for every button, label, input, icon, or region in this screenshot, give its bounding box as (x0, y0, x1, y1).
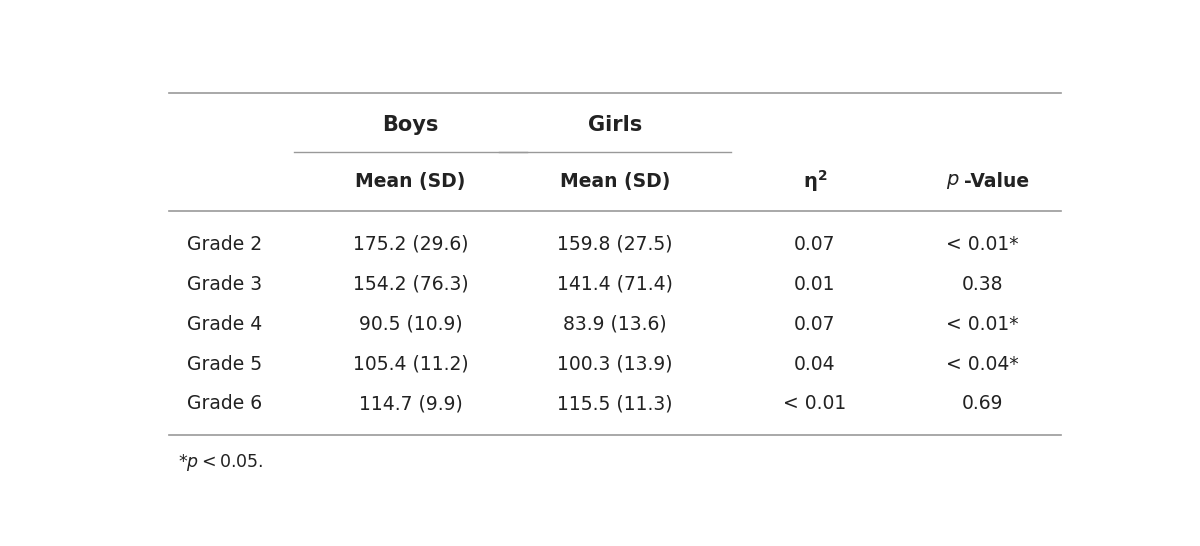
Text: 105.4 (11.2): 105.4 (11.2) (353, 354, 468, 373)
Text: $\it{*p < 0.05.}$: $\it{*p < 0.05.}$ (178, 452, 263, 473)
Text: 154.2 (76.3): 154.2 (76.3) (353, 275, 468, 294)
Text: 0.07: 0.07 (794, 235, 835, 254)
Text: 0.01: 0.01 (794, 275, 835, 294)
Text: 0.04: 0.04 (794, 354, 835, 373)
Text: -Value: -Value (964, 171, 1028, 191)
Text: 0.69: 0.69 (961, 394, 1003, 413)
Text: 0.38: 0.38 (961, 275, 1003, 294)
Text: Grade 6: Grade 6 (187, 394, 263, 413)
Text: $\mathbf{\eta}^{\mathbf{2}}$: $\mathbf{\eta}^{\mathbf{2}}$ (803, 168, 827, 194)
Text: 175.2 (29.6): 175.2 (29.6) (353, 235, 468, 254)
Text: 159.8 (27.5): 159.8 (27.5) (557, 235, 673, 254)
Text: 83.9 (13.6): 83.9 (13.6) (563, 314, 667, 334)
Text: < 0.01*: < 0.01* (946, 235, 1019, 254)
Text: Girls: Girls (588, 115, 642, 135)
Text: Grade 2: Grade 2 (187, 235, 263, 254)
Text: 114.7 (9.9): 114.7 (9.9) (359, 394, 462, 413)
Text: Mean (SD): Mean (SD) (355, 171, 466, 191)
Text: 100.3 (13.9): 100.3 (13.9) (557, 354, 673, 373)
Text: Grade 4: Grade 4 (187, 314, 263, 334)
Text: < 0.01*: < 0.01* (946, 314, 1019, 334)
Text: 90.5 (10.9): 90.5 (10.9) (359, 314, 462, 334)
Text: Boys: Boys (383, 115, 438, 135)
Text: Mean (SD): Mean (SD) (560, 171, 670, 191)
Text: Grade 3: Grade 3 (187, 275, 263, 294)
Text: 141.4 (71.4): 141.4 (71.4) (557, 275, 673, 294)
Text: < 0.04*: < 0.04* (946, 354, 1019, 373)
Text: $\it{p}$: $\it{p}$ (946, 171, 959, 191)
Text: Grade 5: Grade 5 (187, 354, 263, 373)
Text: 0.07: 0.07 (794, 314, 835, 334)
Text: < 0.01: < 0.01 (784, 394, 846, 413)
Text: 115.5 (11.3): 115.5 (11.3) (557, 394, 673, 413)
